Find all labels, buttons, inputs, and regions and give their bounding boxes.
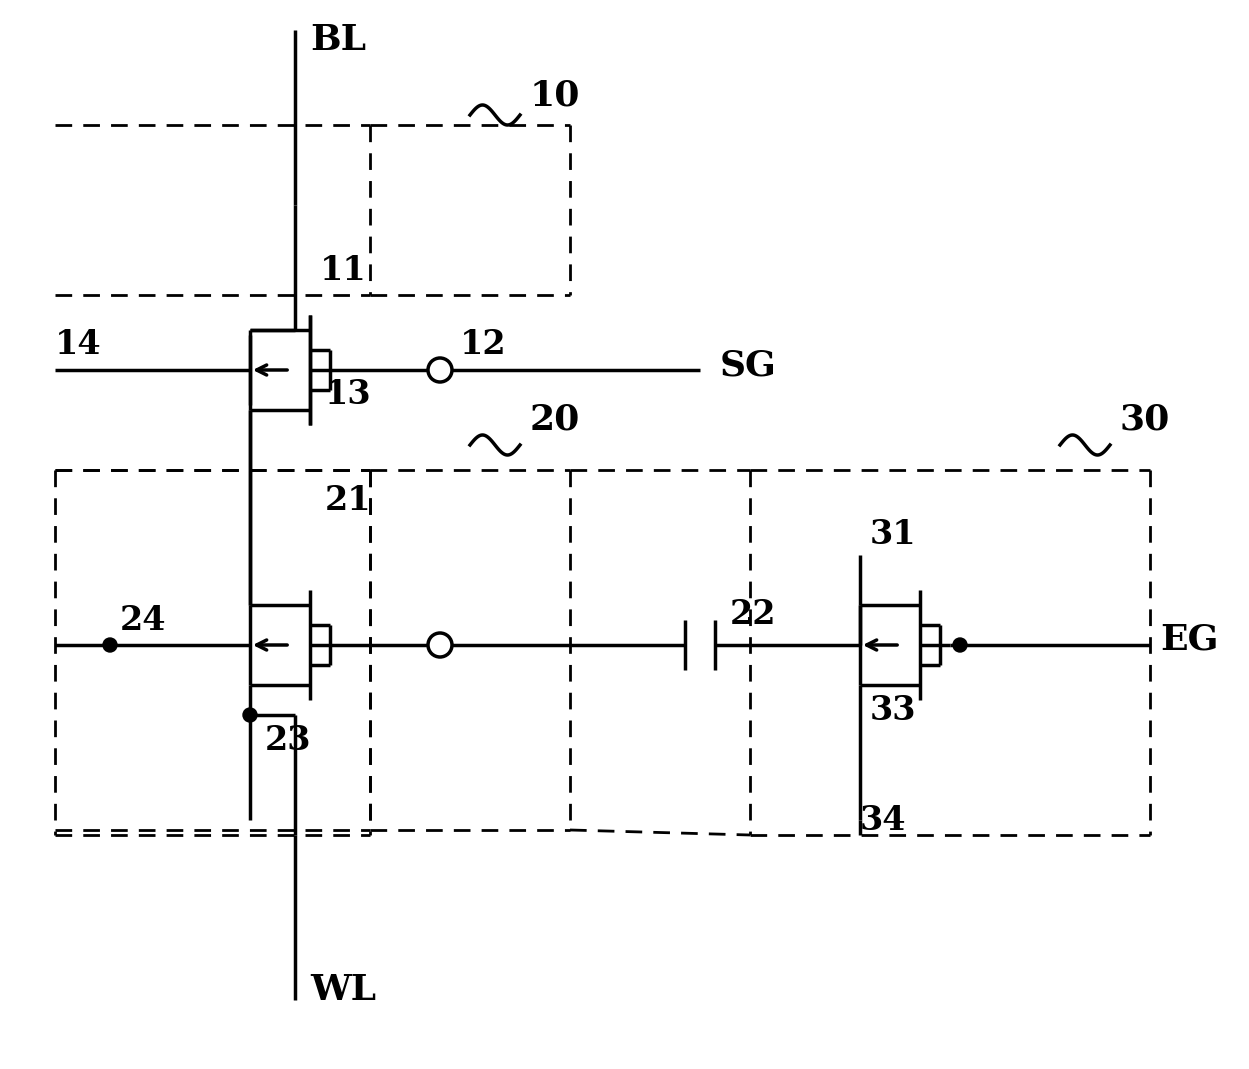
Text: 31: 31 bbox=[871, 518, 917, 552]
Text: 13: 13 bbox=[325, 378, 372, 412]
Text: 21: 21 bbox=[325, 483, 372, 516]
Text: 14: 14 bbox=[55, 328, 101, 361]
Text: 24: 24 bbox=[120, 604, 166, 636]
Text: 11: 11 bbox=[320, 253, 367, 286]
Circle shape bbox=[953, 638, 967, 652]
Circle shape bbox=[244, 708, 257, 722]
Text: 22: 22 bbox=[729, 599, 777, 632]
Text: EG: EG bbox=[1160, 623, 1219, 657]
Text: 30: 30 bbox=[1120, 403, 1170, 437]
Circle shape bbox=[102, 638, 117, 652]
Text: 33: 33 bbox=[871, 694, 917, 727]
Text: 23: 23 bbox=[265, 724, 311, 757]
Text: 34: 34 bbox=[861, 804, 907, 837]
Text: SG: SG bbox=[719, 348, 777, 382]
Text: BL: BL bbox=[310, 24, 366, 57]
Text: 12: 12 bbox=[460, 328, 507, 361]
Text: 10: 10 bbox=[530, 78, 581, 112]
Text: WL: WL bbox=[310, 973, 376, 1007]
Text: 20: 20 bbox=[530, 403, 581, 437]
